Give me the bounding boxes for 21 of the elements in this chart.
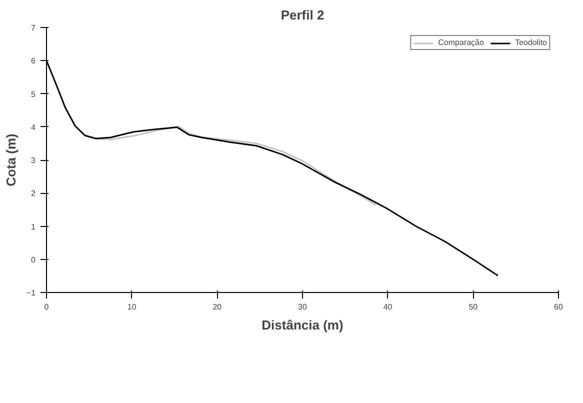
x-tick-label: 10: [127, 302, 137, 312]
y-tick-label: 1: [31, 222, 36, 232]
y-tick-label: 4: [31, 122, 36, 132]
x-tick-label: 30: [298, 302, 308, 312]
x-tick-label: 60: [554, 302, 564, 312]
x-tick-label: 20: [212, 302, 222, 312]
x-tick-label: 40: [383, 302, 393, 312]
y-tick-label: 6: [31, 56, 36, 66]
x-tick-label: 50: [468, 302, 478, 312]
y-tick-label: 7: [31, 24, 36, 32]
y-tick-label: −1: [26, 288, 36, 298]
legend-label: Comparação: [438, 38, 484, 47]
legend-label: Teodolito: [514, 38, 547, 47]
y-tick-label: 0: [31, 255, 36, 264]
x-axis-title: Distância (m): [262, 318, 344, 332]
chart-title: Perfil 2: [280, 8, 324, 22]
y-axis-title: Cota (m): [3, 134, 18, 186]
y-tick-label: 5: [31, 90, 36, 99]
y-tick-label: 2: [31, 189, 36, 198]
x-tick-label: 0: [44, 302, 50, 312]
y-tick-label: 3: [31, 156, 36, 165]
